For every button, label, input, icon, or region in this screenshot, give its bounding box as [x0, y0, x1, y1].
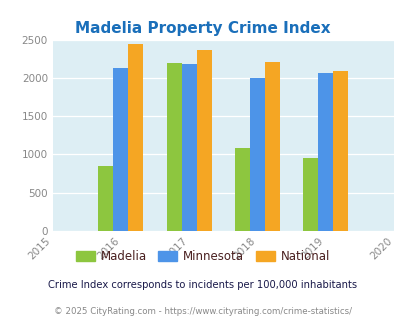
Bar [318, 73, 332, 231]
Bar [264, 62, 279, 231]
Text: Madelia Property Crime Index: Madelia Property Crime Index [75, 21, 330, 36]
Bar [249, 78, 264, 231]
Bar [196, 50, 211, 231]
Legend: Madelia, Minnesota, National: Madelia, Minnesota, National [71, 245, 334, 268]
Text: © 2025 CityRating.com - https://www.cityrating.com/crime-statistics/: © 2025 CityRating.com - https://www.city… [54, 307, 351, 316]
Bar [234, 148, 249, 231]
Bar [98, 166, 113, 231]
Bar [332, 71, 347, 231]
Text: Crime Index corresponds to incidents per 100,000 inhabitants: Crime Index corresponds to incidents per… [48, 280, 357, 290]
Bar [128, 44, 143, 231]
Bar [303, 157, 318, 231]
Bar [113, 68, 128, 231]
Bar [181, 64, 196, 231]
Bar [166, 63, 181, 231]
